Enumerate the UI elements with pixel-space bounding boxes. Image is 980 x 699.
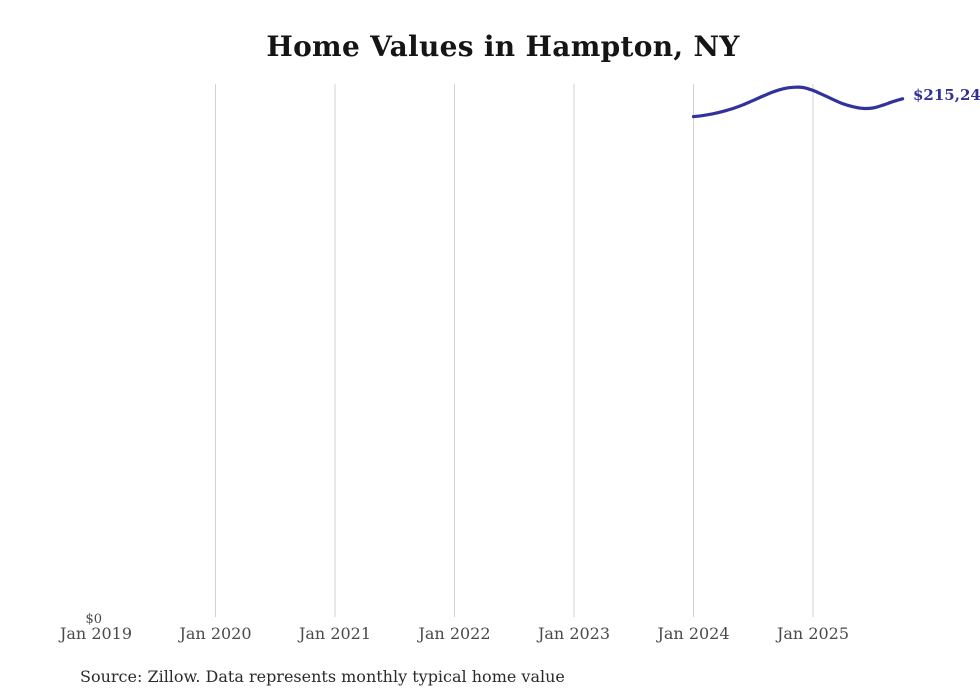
x-tick-label-jan-2021: Jan 2021 — [298, 624, 372, 643]
home-value-line — [691, 85, 905, 119]
x-tick-label-jan-2024: Jan 2024 — [657, 624, 730, 643]
chart-title: Home Values in Hampton, NY — [266, 30, 740, 63]
source-attribution: Source: Zillow. Data represents monthly … — [80, 667, 565, 686]
x-tick-label-jan-2023: Jan 2023 — [537, 624, 611, 643]
y-axis-zero-label: $0 — [85, 612, 102, 627]
x-tick-label-jan-2020: Jan 2020 — [179, 624, 252, 643]
x-tick-label-jan-2022: Jan 2022 — [418, 624, 491, 643]
x-tick-label-jan-2025: Jan 2025 — [776, 624, 850, 643]
line-end-value-label: $215,244 — [913, 86, 980, 104]
x-tick-label-jan-2019: Jan 2019 — [59, 624, 133, 643]
